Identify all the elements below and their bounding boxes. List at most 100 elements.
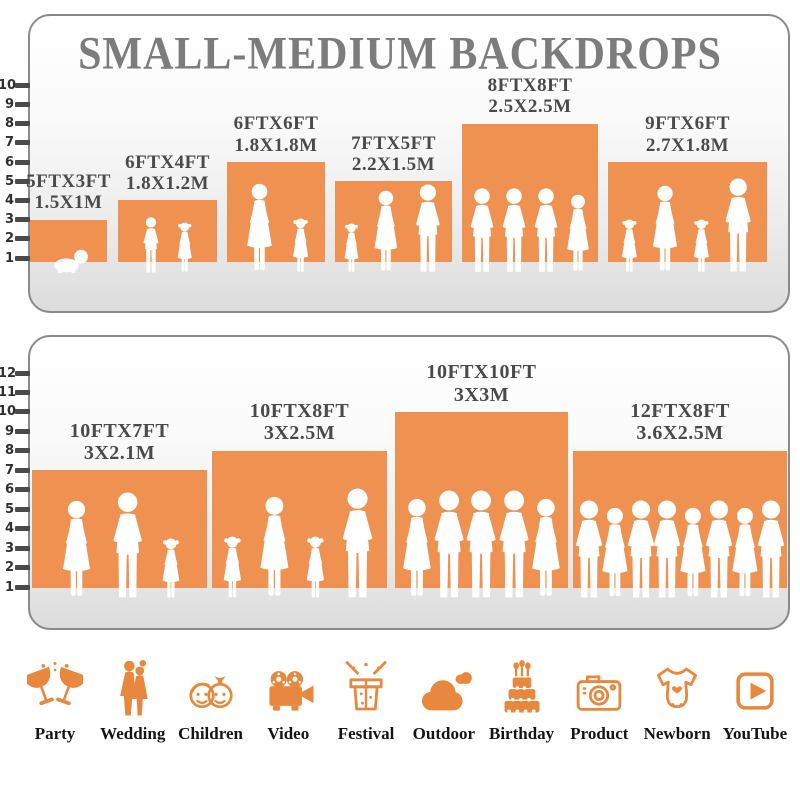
size-label-feet: 6FTX4FT	[125, 151, 210, 173]
silhouette-group	[335, 184, 452, 274]
ruler-tick-mark	[15, 82, 30, 88]
silhouette-group	[573, 500, 787, 600]
silhouette-man	[627, 500, 655, 598]
size-label-feet: 10FTX8FT	[249, 400, 350, 423]
category-label: YouTube	[722, 724, 788, 743]
ruler-tick-mark	[15, 526, 30, 532]
ruler-tick-number: 12	[0, 365, 17, 381]
category-item-wedding: Wedding	[96, 652, 170, 744]
silhouette-girl	[292, 218, 309, 272]
category-item-newborn: Newborn	[640, 652, 714, 744]
backdrop-size-label: 5FTX3FT 1.5X1M	[26, 171, 111, 214]
ruler-tick-mark	[15, 584, 30, 590]
ruler-tick: 8	[0, 442, 30, 460]
category-item-party: Party	[18, 652, 92, 744]
silhouette-girl	[344, 223, 359, 272]
silhouette-woman	[247, 183, 272, 271]
ruler-tick: 3	[0, 211, 30, 229]
silhouette-group	[32, 492, 207, 600]
wedding-icon	[111, 652, 155, 718]
birthday-icon	[494, 652, 550, 718]
category-label: Festival	[337, 724, 395, 743]
silhouette-woman	[680, 507, 706, 597]
ruler-tick-mark	[15, 101, 30, 107]
silhouette-man	[342, 488, 373, 598]
ruler-tick: 2	[0, 559, 30, 577]
silhouette-girl	[694, 219, 710, 272]
ruler-tick-mark	[15, 390, 30, 395]
size-label-feet: 6FTX6FT	[233, 113, 319, 135]
backdrop-size-label: 10FTX10FT 3X3M	[426, 361, 536, 406]
ruler-tick: 8	[0, 115, 30, 133]
ruler-tick-number: 4	[4, 521, 14, 537]
silhouette-man	[415, 184, 440, 272]
backdrop-bar	[30, 219, 107, 262]
ruler-tick-mark	[15, 236, 30, 242]
backdrop-size-label: 8FTX8FT 2.5X2.5M	[488, 75, 573, 118]
silhouette-man	[534, 188, 558, 272]
backdrop-size-label: 6FTX4FT 1.8X1.2M	[125, 152, 210, 195]
size-label-meters: 2.7X1.8M	[645, 134, 730, 156]
silhouette-woman	[63, 500, 91, 596]
product-icon	[570, 652, 628, 718]
ruler-tick: 6	[0, 481, 30, 499]
ruler-tick-number: 10	[0, 404, 17, 420]
backdrop-bar	[118, 200, 217, 262]
ruler-tick-mark	[15, 121, 30, 127]
ruler-tick: 6	[0, 153, 30, 171]
silhouette-group	[608, 178, 767, 274]
size-label-feet: 10FTX7FT	[69, 419, 170, 442]
silhouette-woman	[602, 507, 628, 597]
ruler-tick-number: 10	[0, 77, 17, 93]
size-label-meters: 3.6X2.5M	[636, 422, 724, 445]
backdrop-size-label: 10FTX8FT 3X2.5M	[250, 400, 350, 445]
ruler-tick-mark	[15, 448, 30, 454]
silhouette-girl	[621, 219, 637, 272]
backdrop-bar	[227, 162, 325, 262]
category-item-birthday: Birthday	[485, 652, 559, 744]
category-row: Party Wedding Children Video Festival Outdoor…	[18, 652, 792, 744]
ruler-tick-mark	[15, 197, 30, 203]
ruler-tick-number: 5	[4, 173, 14, 189]
category-label: Newborn	[643, 724, 711, 743]
ruler-tick: 2	[0, 230, 30, 248]
size-label-meters: 1.8X1.8M	[234, 134, 318, 156]
silhouette-man	[757, 500, 784, 598]
silhouette-man	[576, 500, 603, 598]
size-label-feet: 12FTX8FT	[630, 400, 730, 423]
ruler-tick: 1	[0, 249, 30, 267]
ruler-tick: 1	[0, 578, 30, 596]
size-label-meters: 3X2.5M	[263, 422, 336, 445]
ruler-tick-number: 2	[4, 560, 14, 576]
ruler-tick-number: 11	[0, 385, 17, 400]
silhouette-girl	[162, 538, 180, 598]
ruler-tick-mark	[15, 255, 30, 261]
silhouette-woman	[732, 507, 758, 597]
ruler-tick: 3	[0, 539, 30, 557]
silhouette-group	[395, 490, 568, 600]
ruler-tick: 10	[0, 403, 30, 421]
silhouette-man	[499, 490, 529, 598]
newborn-icon	[650, 652, 704, 718]
size-label-meters: 2.2X1.5M	[351, 153, 436, 175]
category-item-video: Video	[251, 652, 325, 744]
size-label-feet: 7FTX5FT	[351, 132, 436, 154]
ruler-tick: 7	[0, 461, 30, 479]
silhouette-man	[466, 490, 497, 598]
silhouette-man	[434, 490, 464, 598]
festival-icon	[338, 652, 394, 718]
ruler-tick-number: 2	[4, 231, 14, 247]
size-label-meters: 2.5X2.5M	[488, 96, 572, 118]
ruler-tick: 10	[0, 76, 30, 94]
silhouette-group	[462, 188, 598, 274]
ruler-tick: 12	[0, 364, 30, 382]
ruler-tick-mark	[15, 506, 30, 512]
ruler-tick: 7	[0, 134, 30, 152]
size-label-meters: 1.8X1.2M	[125, 173, 210, 195]
video-icon	[259, 652, 317, 718]
ruler-tick: 5	[0, 500, 30, 518]
ruler-tick-number: 4	[4, 192, 14, 208]
category-item-outdoor: Outdoor	[407, 652, 481, 744]
size-label-feet: 5FTX3FT	[26, 171, 111, 193]
ruler-tick: 9	[0, 422, 30, 440]
